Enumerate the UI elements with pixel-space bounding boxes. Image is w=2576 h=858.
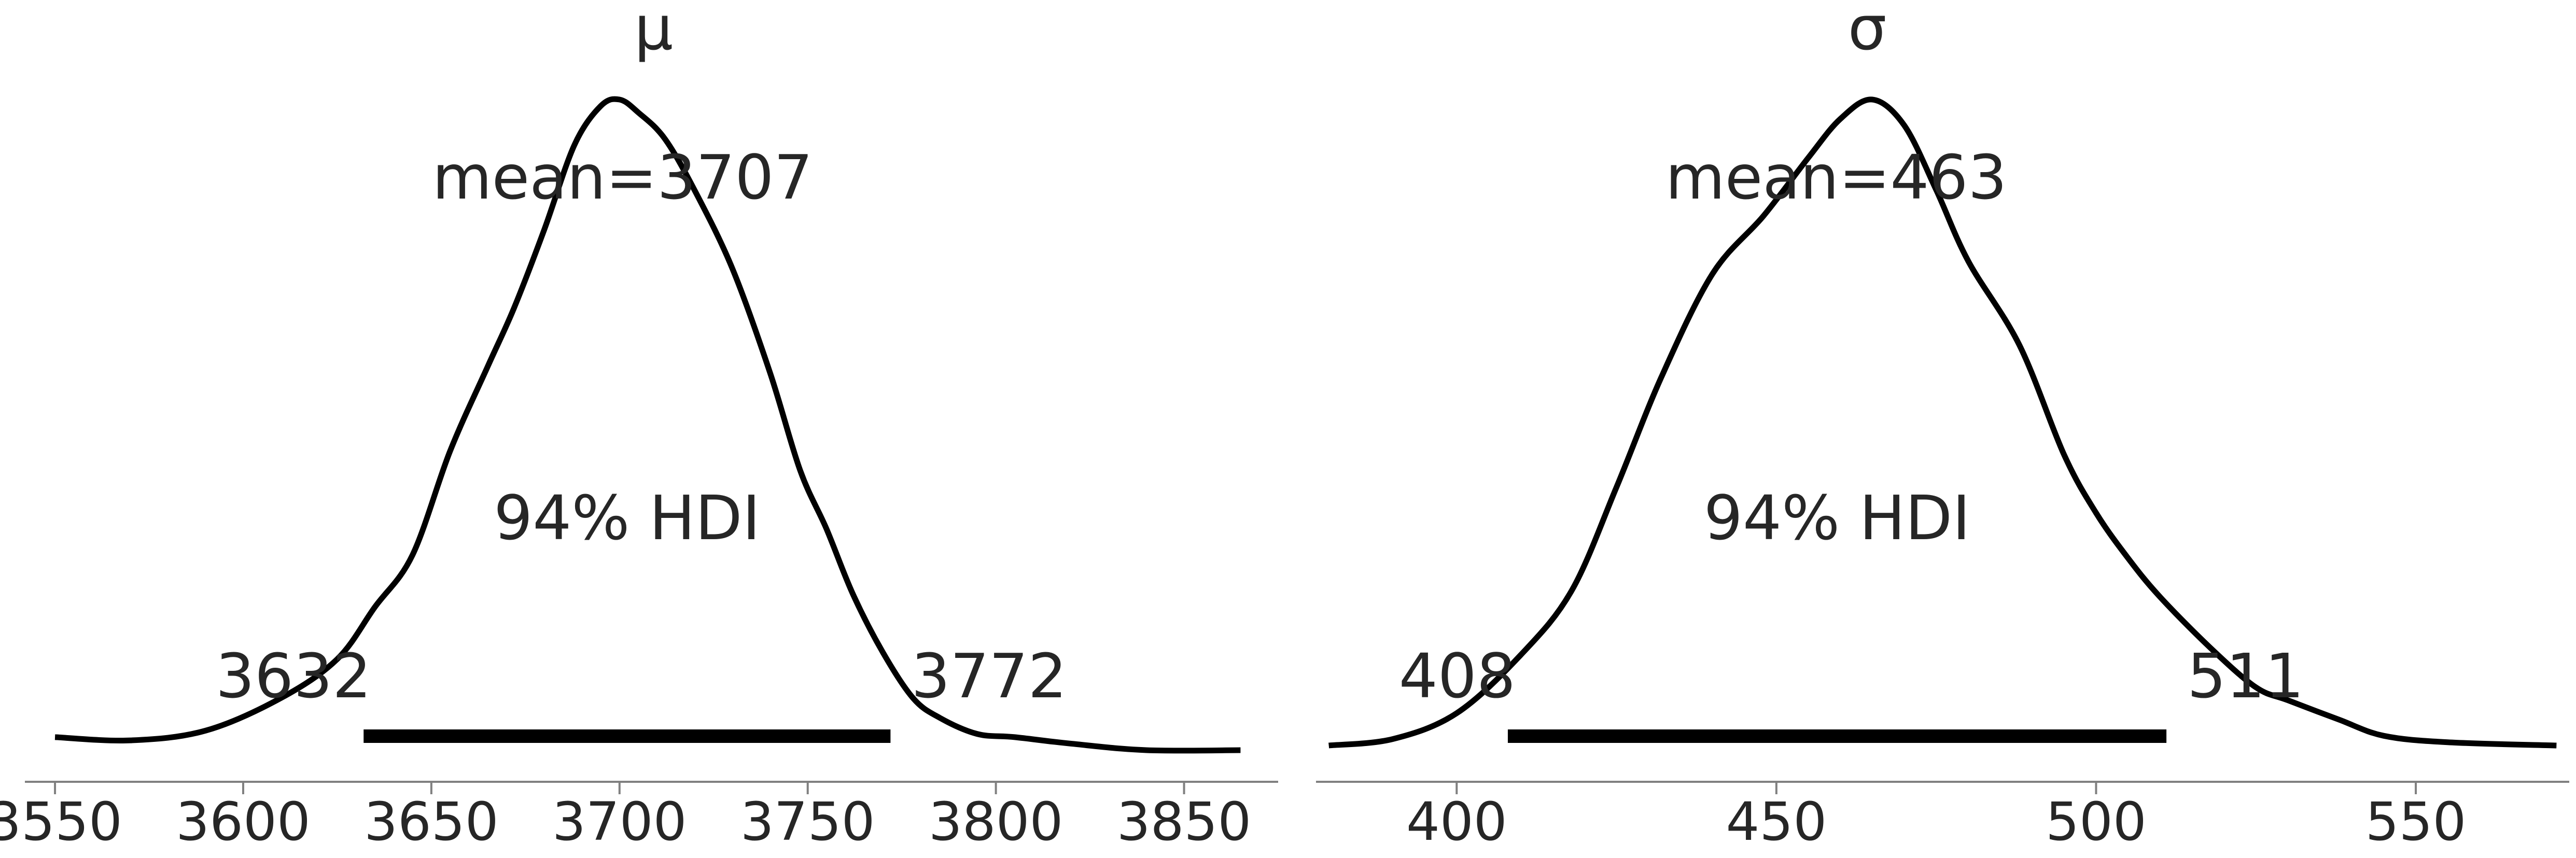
posterior-panel-mu: 3550 3600 3650 3700 3750 3800 3850 μ mean=3707 94… <box>0 0 1278 853</box>
posterior-panel-sigma: 400 450 500 550 σ mean=463 94% HDI 408 511 <box>1316 0 2569 853</box>
x-tick-label: 500 <box>2046 791 2147 853</box>
x-tick-label: 3750 <box>740 791 875 853</box>
hdi-high-label: 3772 <box>911 640 1067 712</box>
x-tick-label: 550 <box>2365 791 2467 853</box>
x-tick-label: 3800 <box>929 791 1063 853</box>
mean-label: mean=463 <box>1665 142 2007 213</box>
x-tick-label: 400 <box>1406 791 1507 853</box>
x-tick-label: 3700 <box>552 791 687 853</box>
kde-curve <box>1328 96 2557 749</box>
mean-label: mean=3707 <box>432 142 813 213</box>
kde-curve <box>54 96 1241 754</box>
x-tick-label: 450 <box>1726 791 1827 853</box>
x-tick-label: 3550 <box>0 791 122 853</box>
panel-title: σ <box>1848 0 1887 64</box>
x-tick-label: 3850 <box>1117 791 1252 853</box>
hdi-low-label: 3632 <box>216 640 371 712</box>
x-tick-label: 3600 <box>176 791 311 853</box>
x-tick-label: 3650 <box>364 791 499 853</box>
hdi-label: 94% HDI <box>494 482 760 554</box>
hdi-low-label: 408 <box>1399 640 1516 712</box>
panel-title: μ <box>634 0 673 64</box>
hdi-label: 94% HDI <box>1704 482 1970 554</box>
hdi-high-label: 511 <box>2187 640 2304 712</box>
